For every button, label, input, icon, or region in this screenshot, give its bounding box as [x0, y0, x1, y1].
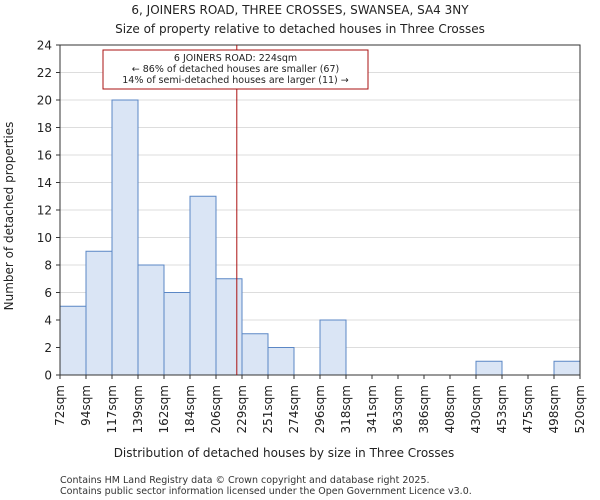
- chart-title: 6, JOINERS ROAD, THREE CROSSES, SWANSEA,…: [131, 3, 469, 17]
- bar: [241, 333, 269, 376]
- y-tick-label: 14: [37, 176, 52, 190]
- x-tick-label: 520sqm: [573, 385, 587, 433]
- y-tick-label: 4: [44, 314, 52, 328]
- y-tick-label: 18: [37, 121, 52, 135]
- annotation-box: [102, 49, 369, 90]
- x-tick-label: 251sqm: [261, 385, 275, 433]
- x-tick-label: 296sqm: [313, 385, 327, 433]
- y-axis-label: Number of detached properties: [2, 122, 16, 311]
- bar: [267, 347, 295, 376]
- bar: [553, 360, 581, 376]
- y-tick-label: 12: [37, 204, 52, 218]
- x-tick-label: 453sqm: [495, 385, 509, 433]
- bar: [85, 250, 113, 376]
- x-tick-label: 162sqm: [157, 385, 171, 433]
- bars-group: [59, 99, 581, 376]
- x-tick-label: 274sqm: [287, 385, 301, 433]
- x-tick-label: 94sqm: [79, 385, 93, 426]
- footer-line-1: Contains HM Land Registry data © Crown c…: [60, 475, 430, 486]
- y-tick-label: 2: [44, 341, 52, 355]
- y-tick-label: 0: [44, 369, 52, 383]
- bar: [189, 195, 217, 376]
- x-tick-label: 475sqm: [521, 385, 535, 433]
- x-tick-label: 341sqm: [365, 385, 379, 433]
- bar: [215, 278, 243, 376]
- y-tick-label: 22: [37, 66, 52, 80]
- annotation-line-3: 14% of semi-detached houses are larger (…: [122, 75, 349, 86]
- x-tick-label: 386sqm: [417, 385, 431, 433]
- x-tick-label: 229sqm: [235, 385, 249, 433]
- bar: [137, 264, 165, 376]
- plot-frame: [59, 44, 581, 376]
- x-tick-label: 206sqm: [209, 385, 223, 433]
- x-axis: 72sqm 94sqm 117sqm 139sqm 162sqm 184sqm 206sqm…: [53, 375, 587, 433]
- x-tick-label: 318sqm: [339, 385, 353, 433]
- bar: [59, 305, 87, 376]
- x-axis-label: Distribution of detached houses by size …: [114, 446, 455, 460]
- footer-line-2: Contains public sector information licen…: [60, 486, 472, 497]
- x-tick-label: 430sqm: [469, 385, 483, 433]
- chart-subtitle: Size of property relative to detached ho…: [115, 22, 485, 36]
- annotation-line-1: 6 JOINERS ROAD: 224sqm: [174, 53, 297, 64]
- y-tick-label: 8: [44, 259, 52, 273]
- bar: [163, 292, 191, 376]
- y-tick-label: 24: [37, 39, 52, 53]
- x-tick-label: 363sqm: [391, 385, 405, 433]
- y-tick-label: 6: [44, 286, 52, 300]
- x-tick-label: 498sqm: [547, 385, 561, 433]
- y-tick-label: 20: [37, 94, 52, 108]
- x-tick-label: 117sqm: [105, 385, 119, 433]
- x-tick-label: 139sqm: [131, 385, 145, 433]
- x-tick-label: 72sqm: [53, 385, 67, 426]
- x-tick-label: 184sqm: [183, 385, 197, 433]
- marker-annotation: 6 JOINERS ROAD: 224sqm ← 86% of detached…: [102, 49, 369, 90]
- bar: [319, 319, 347, 376]
- y-tick-label: 16: [37, 149, 52, 163]
- bar: [475, 360, 503, 376]
- bar: [111, 99, 139, 376]
- x-tick-label: 408sqm: [443, 385, 457, 433]
- annotation-line-2: ← 86% of detached houses are smaller (67…: [132, 64, 339, 75]
- y-tick-label: 10: [37, 231, 52, 245]
